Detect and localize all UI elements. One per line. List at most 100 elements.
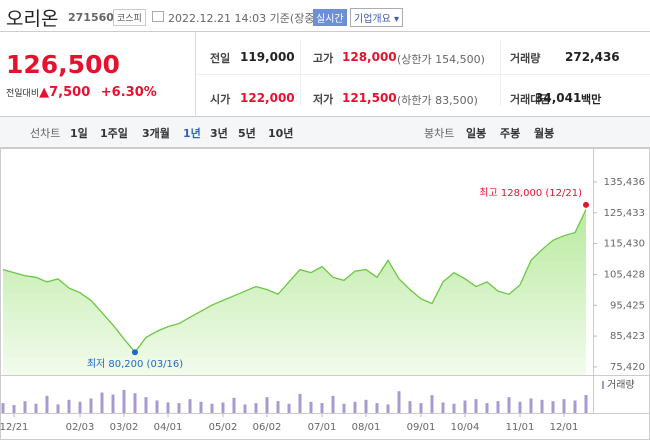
- change-rate: +6.30%: [100, 85, 157, 100]
- price-line: [2, 209, 587, 354]
- period-tab[interactable]: 1주일: [100, 127, 128, 140]
- stat-value: 128,000: [342, 50, 397, 64]
- volume-bar: [474, 399, 478, 413]
- period-tab[interactable]: 1년: [183, 127, 201, 140]
- volume-bar: [485, 403, 489, 413]
- volume-bar: [177, 403, 181, 413]
- divider: [300, 40, 301, 106]
- x-tick-label: 08/01: [352, 422, 381, 433]
- period-tab[interactable]: 1일: [70, 127, 88, 140]
- x-tick-label: 05/02: [209, 422, 238, 433]
- stat-label: 저가: [313, 93, 334, 106]
- volume-bar: [210, 403, 214, 413]
- market-badge: 코스피: [113, 9, 146, 26]
- divider: [0, 116, 650, 117]
- volume-bar: [166, 402, 170, 413]
- stat-unit: 백만: [581, 93, 602, 106]
- extreme-marker: [132, 349, 138, 356]
- volume-bar: [298, 393, 302, 413]
- stat-label: 전일: [210, 52, 231, 65]
- volume-bar: [254, 403, 258, 413]
- y-tick-label: 75,420: [610, 362, 645, 373]
- period-tab[interactable]: 3년: [210, 127, 228, 140]
- legend-swatch: [602, 381, 604, 389]
- volume-bar: [12, 405, 16, 413]
- volume-bar: [276, 401, 280, 413]
- volume-bar: [89, 398, 93, 413]
- stock-name: 오리온: [6, 8, 59, 30]
- y-tick-label: 125,433: [604, 208, 645, 219]
- volume-bar: [540, 399, 544, 413]
- volume-bar: [584, 395, 588, 413]
- change-label: 전일대비: [6, 89, 40, 99]
- period-tab[interactable]: 10년: [268, 127, 294, 140]
- stat-label: 거래량: [510, 52, 541, 65]
- stat-value: 119,000: [240, 50, 295, 64]
- candle-tab[interactable]: 주봉: [500, 127, 521, 140]
- volume-bar: [573, 400, 577, 413]
- volume-bar: [133, 393, 137, 413]
- tab-group-label: 봉차트: [424, 127, 455, 140]
- volume-bar: [78, 401, 82, 413]
- stat-value: 122,000: [240, 91, 295, 105]
- volume-bar: [408, 401, 412, 413]
- volume-bar: [562, 399, 566, 413]
- volume-bar: [551, 401, 555, 413]
- volume-bar: [221, 402, 225, 413]
- volume-bar: [463, 400, 467, 413]
- company-menu[interactable]: 기업개요 ▾: [350, 8, 404, 27]
- volume-bar: [188, 399, 192, 413]
- volume-bar: [507, 397, 511, 413]
- change-amount: 7,500: [49, 85, 91, 100]
- volume-bar: [111, 394, 115, 413]
- period-tab[interactable]: 3개월: [142, 127, 170, 140]
- candle-tab[interactable]: 일봉: [466, 127, 487, 140]
- x-tick-label: 03/02: [110, 422, 139, 433]
- stat-value: 34,041: [535, 91, 582, 105]
- divider: [195, 32, 196, 117]
- volume-bar: [518, 401, 522, 413]
- volume-bar: [23, 401, 27, 413]
- period-tab[interactable]: 5년: [238, 127, 256, 140]
- volume-bar: [353, 401, 357, 413]
- stat-label: 시가: [210, 93, 231, 106]
- x-tick-label: 07/01: [308, 422, 337, 433]
- price: 126,500: [6, 50, 120, 79]
- x-tick-label: 02/03: [66, 422, 95, 433]
- area: [3, 209, 586, 375]
- stat-label: 거래대금: [510, 93, 551, 106]
- volume-bar: [232, 397, 236, 413]
- volume-bar: [100, 392, 104, 413]
- volume-bar: [320, 403, 324, 413]
- volume-bar: [375, 403, 379, 413]
- volume-bar: [386, 404, 390, 413]
- x-tick-label: 12/21: [0, 422, 28, 433]
- stat-value: 121,500: [342, 91, 397, 105]
- x-tick-label: 10/04: [451, 422, 480, 433]
- tab-group-label: 선차트: [30, 127, 61, 140]
- divider: [0, 31, 650, 32]
- volume-bar: [265, 397, 269, 413]
- stat-label: 고가: [313, 52, 334, 65]
- candle-tab[interactable]: 월봉: [534, 127, 555, 140]
- volume-bar: [144, 397, 148, 413]
- volume-bar: [199, 401, 203, 413]
- y-tick-label: 115,430: [604, 239, 645, 250]
- volume-bar: [67, 399, 71, 413]
- volume-bar: [419, 403, 423, 413]
- volume-bar: [452, 403, 456, 413]
- stock-code: 271560: [68, 11, 114, 24]
- volume-bar: [309, 401, 313, 413]
- volume-bar: [34, 403, 38, 413]
- realtime-badge[interactable]: 실시간: [313, 9, 347, 26]
- x-tick-label: 04/01: [154, 422, 183, 433]
- annotation: 최저 80,200 (03/16): [87, 358, 183, 370]
- stat-note: (하한가 83,500): [397, 94, 478, 107]
- y-tick-label: 105,428: [604, 269, 645, 280]
- stat-note: (상한가 154,500): [397, 53, 485, 66]
- volume-bar: [496, 401, 500, 413]
- volume-bar: [56, 404, 60, 413]
- stat-value: 272,436: [565, 50, 620, 64]
- x-tick-label: 09/01: [407, 422, 436, 433]
